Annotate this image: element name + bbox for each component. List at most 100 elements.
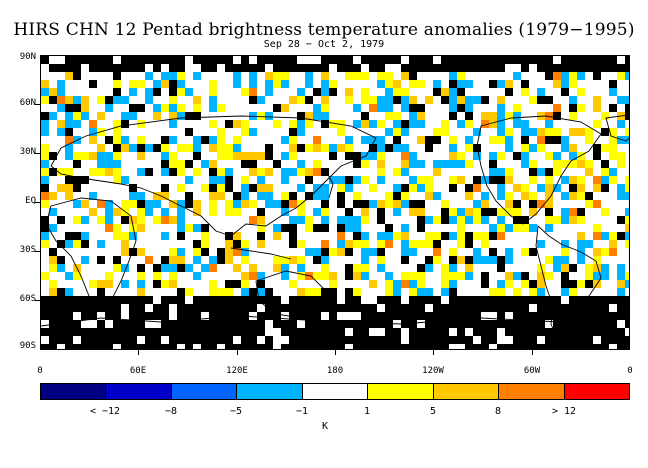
anomaly-cell (601, 144, 609, 152)
anomaly-cell (305, 168, 313, 176)
anomaly-cell (241, 320, 249, 328)
anomaly-cell (345, 288, 353, 296)
anomaly-cell (153, 344, 161, 349)
anomaly-cell (305, 248, 313, 256)
anomaly-cell (593, 200, 601, 208)
anomaly-cell (249, 328, 257, 336)
anomaly-cell (473, 152, 481, 160)
lat-label-60n: 60N (19, 98, 36, 108)
anomaly-cell (409, 160, 417, 168)
anomaly-cell (441, 336, 449, 344)
anomaly-cell (233, 152, 241, 160)
anomaly-cell (281, 272, 289, 280)
anomaly-cell (465, 80, 473, 88)
anomaly-cell (465, 240, 473, 248)
anomaly-cell (161, 232, 169, 240)
anomaly-cell (233, 192, 241, 200)
anomaly-cell (281, 64, 289, 72)
anomaly-cell (249, 304, 257, 312)
anomaly-cell (361, 160, 369, 168)
anomaly-cell (329, 272, 337, 280)
anomaly-cell (113, 320, 121, 328)
anomaly-cell (537, 88, 545, 96)
anomaly-cell (353, 224, 361, 232)
anomaly-cell (353, 328, 361, 336)
anomaly-cell (217, 304, 225, 312)
anomaly-cell (209, 120, 217, 128)
anomaly-cell (617, 288, 625, 296)
anomaly-cell (465, 328, 473, 336)
anomaly-cell (401, 72, 409, 80)
anomaly-cell (249, 88, 257, 96)
anomaly-cell (137, 272, 145, 280)
anomaly-cell (553, 344, 561, 349)
anomaly-cell (473, 56, 481, 64)
anomaly-cell (297, 160, 305, 168)
anomaly-cell (209, 336, 217, 344)
anomaly-cell (177, 64, 185, 72)
anomaly-cell (617, 280, 625, 288)
anomaly-cell (153, 336, 161, 344)
anomaly-cell (409, 72, 417, 80)
lat-label-60s: 60S (19, 294, 36, 304)
anomaly-cell (297, 328, 305, 336)
anomaly-cell (265, 184, 273, 192)
anomaly-cell (537, 240, 545, 248)
anomaly-cell (121, 320, 129, 328)
anomaly-cell (153, 104, 161, 112)
anomaly-cell (433, 304, 441, 312)
anomaly-cell (545, 56, 553, 64)
anomaly-cell (385, 304, 393, 312)
anomaly-cell (609, 144, 617, 152)
anomaly-cell (401, 88, 409, 96)
anomaly-cell (337, 184, 345, 192)
anomaly-cell (257, 288, 265, 296)
anomaly-cell (377, 120, 385, 128)
anomaly-cell (545, 272, 553, 280)
anomaly-cell (545, 112, 553, 120)
anomaly-cell (329, 64, 337, 72)
anomaly-cell (137, 296, 145, 304)
legend-swatch-1 (106, 384, 172, 399)
anomaly-cell (89, 80, 97, 88)
anomaly-cell (577, 64, 585, 72)
anomaly-cell (217, 168, 225, 176)
anomaly-cell (545, 152, 553, 160)
anomaly-cell (41, 120, 49, 128)
anomaly-cell (209, 320, 217, 328)
anomaly-cell (569, 72, 577, 80)
anomaly-cell (257, 96, 265, 104)
lon-label-60e: 60E (129, 366, 147, 376)
anomaly-cell (505, 192, 513, 200)
anomaly-cell (233, 304, 241, 312)
anomaly-cell (369, 200, 377, 208)
anomaly-cell (209, 176, 217, 184)
anomaly-cell (465, 272, 473, 280)
anomaly-cell (177, 320, 185, 328)
anomaly-cell (545, 224, 553, 232)
anomaly-cell (225, 144, 233, 152)
anomaly-cell (401, 304, 409, 312)
anomaly-cell (609, 296, 617, 304)
anomaly-cell (241, 56, 249, 64)
anomaly-cell (465, 320, 473, 328)
anomaly-cell (49, 152, 57, 160)
anomaly-cell (97, 312, 105, 320)
anomaly-cell (73, 72, 81, 80)
anomaly-cell (169, 256, 177, 264)
anomaly-cell (289, 168, 297, 176)
anomaly-cell (329, 88, 337, 96)
anomaly-cell (225, 288, 233, 296)
anomaly-cell (281, 224, 289, 232)
anomaly-cell (569, 56, 577, 64)
anomaly-cell (361, 200, 369, 208)
anomaly-cell (137, 136, 145, 144)
anomaly-cell (281, 320, 289, 328)
anomaly-cell (65, 136, 73, 144)
anomaly-cell (497, 208, 505, 216)
anomaly-cell (289, 136, 297, 144)
anomaly-cell (233, 136, 241, 144)
anomaly-cell (425, 64, 433, 72)
anomaly-cell (137, 168, 145, 176)
anomaly-cell (441, 64, 449, 72)
